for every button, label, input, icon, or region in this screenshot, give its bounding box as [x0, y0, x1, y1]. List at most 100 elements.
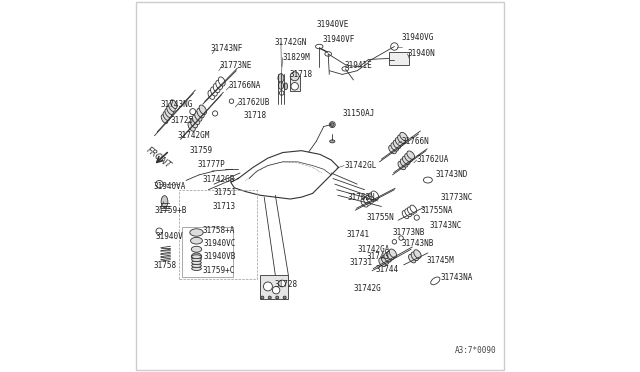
Text: 31940VF: 31940VF [323, 35, 355, 44]
Ellipse shape [424, 177, 433, 183]
Ellipse shape [165, 109, 172, 118]
Ellipse shape [403, 156, 410, 164]
Text: 31743NC: 31743NC [429, 221, 462, 230]
Text: 31728: 31728 [275, 280, 298, 289]
Circle shape [156, 228, 163, 235]
Circle shape [330, 122, 335, 128]
Ellipse shape [400, 159, 408, 167]
Ellipse shape [190, 118, 198, 128]
Bar [260, 275, 289, 299]
Text: 31743NB: 31743NB [402, 239, 434, 248]
Circle shape [392, 240, 397, 244]
Ellipse shape [278, 74, 284, 83]
Ellipse shape [188, 122, 195, 131]
Ellipse shape [191, 264, 202, 267]
Circle shape [229, 99, 234, 103]
Text: 31744: 31744 [376, 265, 399, 274]
Ellipse shape [366, 195, 374, 203]
Ellipse shape [191, 253, 202, 260]
Text: 31759: 31759 [189, 146, 212, 155]
Text: 31777P: 31777P [197, 160, 225, 169]
Ellipse shape [408, 207, 414, 215]
Text: A3:7*0090: A3:7*0090 [455, 346, 497, 355]
Ellipse shape [404, 154, 412, 162]
Ellipse shape [408, 254, 416, 263]
Ellipse shape [191, 237, 202, 244]
Circle shape [264, 282, 273, 291]
Ellipse shape [325, 52, 332, 56]
Ellipse shape [190, 229, 203, 236]
Ellipse shape [213, 84, 220, 93]
Text: 31731: 31731 [349, 258, 373, 267]
Ellipse shape [379, 258, 386, 267]
Ellipse shape [191, 255, 202, 259]
Ellipse shape [411, 252, 419, 261]
Circle shape [261, 296, 264, 299]
Ellipse shape [161, 115, 168, 124]
Circle shape [330, 123, 334, 126]
Ellipse shape [195, 112, 202, 121]
Text: 31743NG: 31743NG [161, 100, 193, 109]
Text: 31758: 31758 [154, 262, 177, 270]
Ellipse shape [170, 100, 177, 109]
Ellipse shape [364, 196, 371, 205]
Text: 31759+C: 31759+C [203, 266, 235, 275]
Text: 31742GN: 31742GN [275, 38, 307, 47]
Ellipse shape [163, 112, 170, 121]
Circle shape [278, 280, 285, 287]
Text: 31766N: 31766N [402, 137, 429, 146]
Ellipse shape [388, 145, 396, 154]
Bar [389, 52, 410, 65]
Ellipse shape [330, 140, 335, 143]
Text: 31742GB: 31742GB [203, 175, 235, 184]
Text: 31718: 31718 [244, 111, 267, 120]
Text: 31940VE: 31940VE [316, 20, 349, 29]
Ellipse shape [211, 87, 218, 96]
Ellipse shape [402, 211, 409, 219]
Ellipse shape [218, 77, 225, 86]
Text: 31718: 31718 [289, 70, 312, 79]
Ellipse shape [199, 105, 207, 115]
Text: 31940VC: 31940VC [204, 239, 236, 248]
Ellipse shape [397, 135, 405, 143]
Ellipse shape [387, 251, 394, 260]
Ellipse shape [407, 151, 415, 159]
Circle shape [283, 296, 286, 299]
Text: FRONT: FRONT [144, 146, 172, 170]
Text: 31150AJ: 31150AJ [342, 109, 374, 118]
Ellipse shape [191, 246, 202, 252]
Ellipse shape [208, 90, 215, 99]
Text: 31762UB: 31762UB [237, 98, 270, 107]
Circle shape [212, 111, 218, 116]
Ellipse shape [316, 44, 323, 49]
Ellipse shape [278, 82, 284, 89]
Text: 31940N: 31940N [408, 49, 435, 58]
Ellipse shape [197, 108, 204, 118]
Text: 31940VG: 31940VG [402, 33, 434, 42]
Text: 31759+B: 31759+B [154, 206, 187, 215]
Text: 31751: 31751 [214, 188, 237, 197]
Text: 31745M: 31745M [426, 256, 454, 265]
Ellipse shape [168, 103, 175, 112]
Text: 31758+A: 31758+A [203, 226, 235, 235]
Text: 31940VB: 31940VB [204, 252, 236, 261]
Ellipse shape [193, 115, 200, 125]
Circle shape [273, 286, 280, 294]
Ellipse shape [342, 67, 349, 71]
Circle shape [390, 43, 398, 50]
Text: 31755N: 31755N [367, 213, 394, 222]
Circle shape [268, 296, 271, 299]
Ellipse shape [191, 258, 202, 262]
Text: 31773NC: 31773NC [441, 193, 473, 202]
Text: 31742GM: 31742GM [178, 131, 211, 140]
Circle shape [276, 296, 278, 299]
Ellipse shape [361, 198, 369, 207]
Text: 31741: 31741 [346, 230, 369, 239]
Text: 31743: 31743 [367, 252, 390, 261]
Ellipse shape [284, 83, 287, 90]
Circle shape [414, 215, 419, 220]
Circle shape [290, 72, 299, 81]
Circle shape [190, 109, 196, 115]
Circle shape [399, 236, 403, 240]
Ellipse shape [384, 253, 392, 262]
